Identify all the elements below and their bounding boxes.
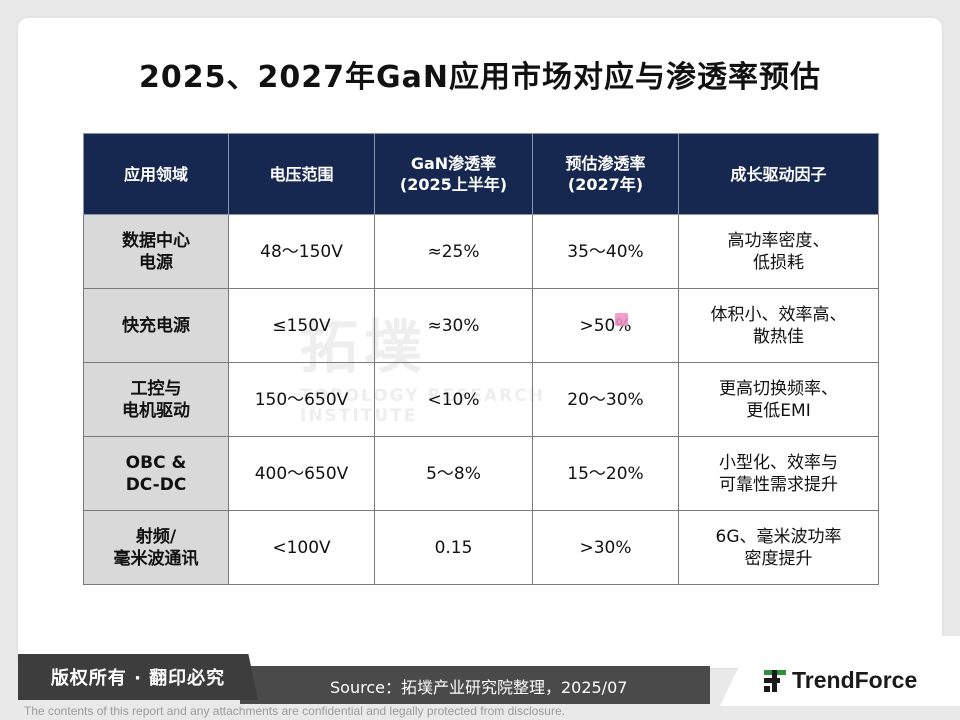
trendforce-mark-icon [764, 669, 786, 692]
penetration-2025-cell: ≈25% [374, 214, 533, 289]
page-title: 2025、2027年GaN应用市场对应与渗透率预估 [139, 60, 821, 95]
growth-driver-cell: 小型化、效率与 可靠性需求提升 [678, 436, 879, 511]
trendforce-logo: TrendForce [762, 667, 917, 694]
copyright-badge: 版权所有 · 翻印必究 [18, 654, 258, 700]
growth-driver-cell: 高功率密度、 低损耗 [678, 214, 879, 289]
application-cell: 工控与 电机驱动 [83, 362, 229, 437]
growth-driver-cell: 体积小、效率高、 散热佳 [678, 288, 879, 363]
penetration-2027-cell: 15～20% [532, 436, 679, 511]
table-header-cell: 应用领域 [83, 133, 229, 215]
source-bar [240, 666, 710, 704]
application-cell: 射频/毫米波通讯 [83, 510, 229, 585]
penetration-2027-cell: >50% [532, 288, 679, 363]
highlight-marker [615, 313, 628, 326]
table-header-cell: 成长驱动因子 [678, 133, 879, 215]
voltage-cell: 150～650V [228, 362, 375, 437]
table-row: OBC & DC-DC 400～650V 5～8% 15～20% 小型化、效率与可… [83, 436, 879, 511]
penetration-2027-cell: 20～30% [532, 362, 679, 437]
application-cell: 快充电源 [83, 288, 229, 363]
table-row: 数据中心 电源 48～150V ≈25% 35～40% 高功率密度、 低损耗 [83, 214, 879, 289]
table-row: 工控与 电机驱动 150～650V <10% 20～30% 更高切换频率、 更低EM… [83, 362, 879, 437]
table-row: 快充电源 ≤150V ≈30% >50% 体积小、效率高、 散热佳 [83, 288, 879, 363]
disclaimer: The contents of this report and any atta… [24, 704, 565, 718]
penetration-2027-cell: >30% [532, 510, 679, 585]
brand-name: TrendForce [792, 667, 918, 693]
copyright-text: 版权所有 · 翻印必究 [50, 668, 226, 689]
growth-driver-cell: 更高切换频率、 更低EMI [678, 362, 879, 437]
logo-background [720, 636, 960, 706]
voltage-cell: 48～150V [228, 214, 375, 289]
table-row: 射频/毫米波通讯 <100V 0.15 >30% 6G、毫米波功率 密度提升 [83, 510, 879, 585]
table-header-cell: 预估渗透率 (2027年) [532, 133, 679, 215]
application-cell: OBC & DC-DC [83, 436, 229, 511]
penetration-2025-cell: ≈30% [374, 288, 533, 363]
application-cell: 数据中心 电源 [83, 214, 229, 289]
voltage-cell: <100V [228, 510, 375, 585]
penetration-2025-cell: 5～8% [374, 436, 533, 511]
source-text: Source：拓墣产业研究院整理，2025/07 [330, 678, 628, 697]
voltage-cell: 400～650V [228, 436, 375, 511]
gan-penetration-table: 应用领域 电压范围 GaN渗透率 (2025上半年) 预估渗透率 (2027年) 成… [83, 133, 879, 585]
penetration-2025-cell: <10% [374, 362, 533, 437]
penetration-2027-cell: 35～40% [532, 214, 679, 289]
table-header-cell: GaN渗透率 (2025上半年) [374, 133, 533, 215]
growth-driver-cell: 6G、毫米波功率 密度提升 [678, 510, 879, 585]
table-header-cell: 电压范围 [228, 133, 375, 215]
voltage-cell: ≤150V [228, 288, 375, 363]
table-header-row: 应用领域 电压范围 GaN渗透率 (2025上半年) 预估渗透率 (2027年) 成… [83, 133, 879, 215]
penetration-2025-cell: 0.15 [374, 510, 533, 585]
